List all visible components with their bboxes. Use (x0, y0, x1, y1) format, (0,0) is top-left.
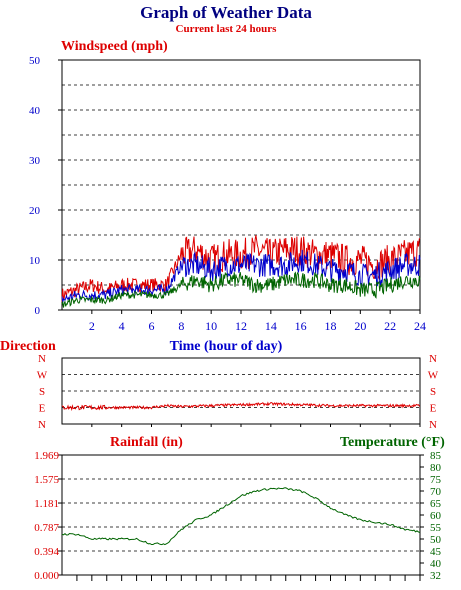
rainfall-y-tick-label: 1.969 (34, 450, 59, 462)
windspeed-axis-label: Windspeed (mph) (61, 39, 168, 54)
windspeed-y-tick-label: 20 (29, 205, 41, 217)
windspeed-x-tick-label: 18 (325, 319, 337, 333)
windspeed-series-line (62, 272, 420, 307)
temperature-y-tick-label: 45 (430, 546, 442, 558)
temperature-series-line (62, 488, 420, 545)
direction-left-tick-label: N (38, 419, 46, 431)
temperature-y-tick-label: 75 (430, 474, 442, 486)
windspeed-y-tick-label: 30 (29, 155, 41, 167)
windspeed-x-tick-label: 16 (295, 319, 307, 333)
direction-series-line (62, 403, 420, 410)
windspeed-x-tick-label: 10 (205, 319, 217, 333)
rainfall-y-tick-label: 1.181 (34, 498, 59, 510)
temperature-y-tick-label: 80 (430, 462, 442, 474)
windspeed-y-tick-label: 0 (35, 305, 41, 317)
windspeed-plot-frame (62, 60, 420, 310)
windspeed-y-tick-label: 10 (29, 255, 41, 267)
temperature-y-tick-label: 55 (430, 522, 442, 534)
direction-left-tick-label: E (39, 403, 46, 415)
rainfall-y-tick-label: 0.394 (34, 546, 59, 558)
direction-right-tick-label: N (429, 419, 437, 431)
direction-left-tick-label: W (37, 370, 48, 382)
temperature-y-tick-label: 60 (430, 510, 442, 522)
windspeed-x-tick-label: 2 (89, 319, 95, 333)
rainfall-y-tick-label: 1.575 (34, 474, 59, 486)
graph-subtitle: Current last 24 hours (176, 23, 278, 35)
windspeed-x-tick-label: 12 (235, 319, 247, 333)
direction-right-tick-label: S (430, 386, 436, 398)
temperature-y-tick-label: 70 (430, 486, 442, 498)
direction-right-tick-label: W (428, 370, 439, 382)
temperature-y-tick-label: 50 (430, 534, 442, 546)
windspeed-x-tick-label: 14 (265, 319, 277, 333)
windspeed-y-tick-label: 50 (29, 55, 41, 67)
windspeed-x-tick-label: 22 (384, 319, 396, 333)
temperature-y-tick-label: 85 (430, 450, 442, 462)
windspeed-x-tick-label: 8 (178, 319, 184, 333)
temperature-y-tick-label: 65 (430, 498, 442, 510)
windspeed-x-tick-label: 4 (119, 319, 125, 333)
temperature-axis-label: Temperature (°F) (340, 435, 445, 450)
time-axis-label: Time (hour of day) (170, 339, 283, 354)
rainfall-axis-label: Rainfall (in) (110, 435, 183, 450)
windspeed-x-tick-label: 6 (149, 319, 155, 333)
rainfall-plot-frame (62, 455, 420, 575)
direction-plot-frame (62, 358, 420, 424)
temperature-y-tick-label: 40 (430, 558, 442, 570)
direction-left-tick-label: N (38, 353, 46, 365)
temperature-y-tick-label: 32 (430, 570, 441, 582)
rainfall-y-tick-label: 0.000 (34, 570, 59, 582)
direction-right-tick-label: N (429, 353, 437, 365)
windspeed-y-tick-label: 40 (29, 105, 41, 117)
direction-left-tick-label: S (39, 386, 45, 398)
direction-right-tick-label: E (430, 403, 437, 415)
rainfall-y-tick-label: 0.787 (34, 522, 59, 534)
windspeed-x-tick-label: 24 (414, 319, 426, 333)
windspeed-x-tick-label: 20 (354, 319, 366, 333)
graph-title: Graph of Weather Data (140, 3, 312, 22)
direction-axis-label: Direction (0, 339, 56, 354)
